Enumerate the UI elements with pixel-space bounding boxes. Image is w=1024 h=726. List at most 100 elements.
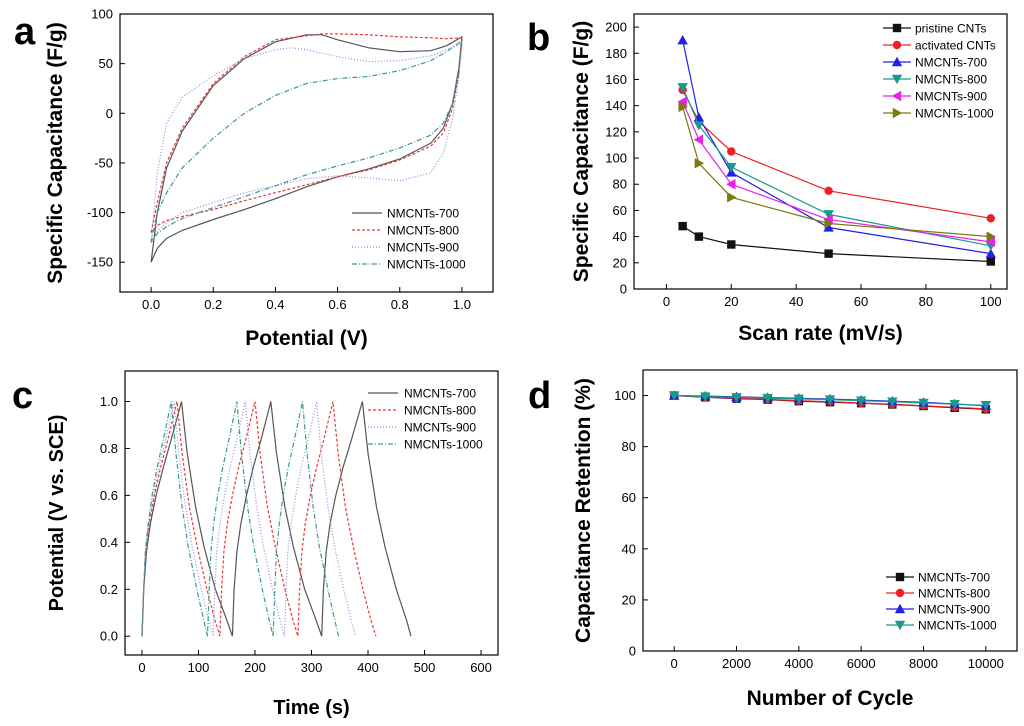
y-tick-label: 0.8 (100, 441, 118, 456)
legend-marker (894, 603, 906, 614)
legend-label: NMCNTs-900 (404, 421, 476, 435)
legend-label: activated CNTs (915, 39, 996, 53)
x-tick-label: 1.0 (453, 297, 471, 312)
y-tick-label: 0 (629, 644, 636, 659)
legend-label: NMCNTs-1000 (387, 258, 466, 272)
plot-frame (119, 13, 494, 293)
legend-marker (891, 74, 903, 85)
y-tick-label: 0.2 (100, 582, 118, 597)
y-tick-label: 50 (99, 56, 113, 71)
data-point-NMCNTs-700 (823, 222, 834, 232)
data-point-NMCNTs-1000 (824, 395, 836, 405)
legend-marker (891, 90, 902, 102)
data-point-NMCNTs-1000 (700, 392, 711, 402)
x-tick-label: 0.2 (204, 297, 222, 312)
x-axis-title: Time (s) (273, 697, 349, 719)
data-point-NMCNTs-1000 (668, 391, 680, 401)
legend: NMCNTs-700 NMCNTs-800 NMCNTs-900 NMCNTs-100… (352, 207, 466, 272)
data-point-NMCNTs-1000 (694, 158, 705, 169)
y-axis-title: Specific Capacitance (F/g) (570, 21, 593, 282)
x-tick-label: 0.6 (329, 297, 347, 312)
y-tick-label: 0.0 (100, 629, 118, 644)
x-axis-title: Scan rate (mV/s) (738, 322, 903, 345)
legend-label: NMCNTs-1000 (404, 438, 483, 452)
data-point-pristine CNTs (694, 232, 704, 241)
y-tick-label: 100 (605, 151, 627, 166)
x-tick-label: 10000 (968, 656, 1004, 671)
x-tick-label: 4000 (784, 656, 813, 671)
legend-label: NMCNTs-800 (404, 404, 476, 418)
data-point-NMCNTs-1000 (980, 401, 992, 411)
legend-label: NMCNTs-1000 (915, 107, 994, 121)
data-point-NMCNTs-1000 (731, 393, 742, 403)
legend-label: pristine CNTs (915, 22, 986, 36)
x-tick-label: 2000 (722, 656, 751, 671)
x-tick-label: 200 (244, 660, 266, 675)
y-tick-label: 120 (605, 124, 627, 139)
panel-letter: d (528, 375, 551, 417)
x-tick-label: 0 (138, 660, 145, 675)
y-tick-label: 160 (605, 72, 627, 87)
x-tick-label: 6000 (847, 656, 876, 671)
data-point-activated CNTs (986, 214, 995, 223)
data-point-NMCNTs-800 (726, 163, 737, 173)
legend-marker (894, 620, 906, 631)
data-point-NMCNTs-1000 (678, 101, 688, 113)
legend-label: NMCNTs-900 (387, 241, 459, 255)
data-point-NMCNTs-900 (693, 134, 704, 145)
legend-marker (891, 56, 903, 67)
data-point-NMCNTs-1000 (793, 394, 805, 405)
x-tick-label: 0.0 (142, 297, 160, 312)
y-tick-label: 80 (613, 177, 627, 192)
legend-label: NMCNTs-800 (915, 73, 987, 87)
x-axis-title: Potential (V) (245, 327, 368, 350)
legend-marker (895, 588, 905, 598)
y-tick-label: 0.6 (100, 488, 118, 503)
legend-marker (892, 107, 903, 119)
y-tick-label: -50 (94, 155, 113, 170)
x-tick-label: 60 (854, 294, 868, 309)
legend-label: NMCNTs-700 (918, 571, 990, 585)
y-tick-label: 100 (614, 388, 636, 403)
plot-frame (642, 369, 1018, 652)
series-line-NMCNTs-1000 (150, 39, 463, 243)
series-line-NMCNTs-1000 (141, 401, 340, 637)
x-tick-label: 0.8 (391, 297, 409, 312)
series-line-NMCNTs-800 (150, 33, 463, 233)
y-tick-label: 40 (622, 541, 636, 556)
x-tick-label: 40 (789, 294, 803, 309)
y-tick-label: 200 (605, 20, 627, 35)
y-tick-label: 100 (91, 7, 113, 22)
legend-label: NMCNTs-900 (918, 603, 990, 617)
x-tick-label: 500 (414, 660, 436, 675)
data-point-NMCNTs-800 (823, 210, 834, 220)
series-line-NMCNTs-800 (141, 401, 377, 637)
y-tick-label: 140 (605, 98, 627, 113)
panel-c-charge-discharge: c 0 100 200 300 400 500 600 0.0 0.2 0.4 0.6 0.8 1.0 Ti… (12, 370, 499, 719)
legend-label: NMCNTs-1000 (918, 619, 997, 633)
y-tick-label: 60 (622, 490, 636, 505)
y-tick-label: 0 (620, 282, 627, 297)
data-point-pristine CNTs (986, 257, 995, 266)
data-point-activated CNTs (824, 186, 833, 195)
series-line-NMCNTs-700 (141, 401, 412, 637)
data-point-NMCNTs-1000 (762, 393, 773, 404)
y-tick-label: 20 (613, 255, 627, 270)
data-point-pristine CNTs (727, 240, 736, 249)
data-point-NMCNTs-900 (985, 236, 995, 248)
panel-letter: b (527, 17, 550, 59)
x-tick-label: 400 (357, 660, 379, 675)
y-tick-label: 80 (622, 439, 636, 454)
x-tick-label: 20 (724, 294, 738, 309)
x-tick-label: 0.4 (266, 297, 284, 312)
data-point-NMCNTs-700 (677, 34, 688, 45)
data-point-NMCNTs-1000 (824, 218, 834, 229)
x-tick-label: 300 (301, 660, 323, 675)
panel-b-capacitance-vs-scan-rate: b 0 20 40 60 80 100 0 20 40 60 80 100 120 140 160 180 200… (527, 13, 1008, 345)
y-tick-label: 180 (605, 46, 627, 61)
y-tick-label: -150 (87, 255, 113, 270)
data-point-NMCNTs-700 (985, 248, 996, 258)
legend: pristine CNTs activated CNTs NMCNTs-700 NMC… (883, 22, 996, 121)
data-point-NMCNTs-1000 (727, 192, 737, 203)
data-point-NMCNTs-1000 (918, 398, 929, 409)
